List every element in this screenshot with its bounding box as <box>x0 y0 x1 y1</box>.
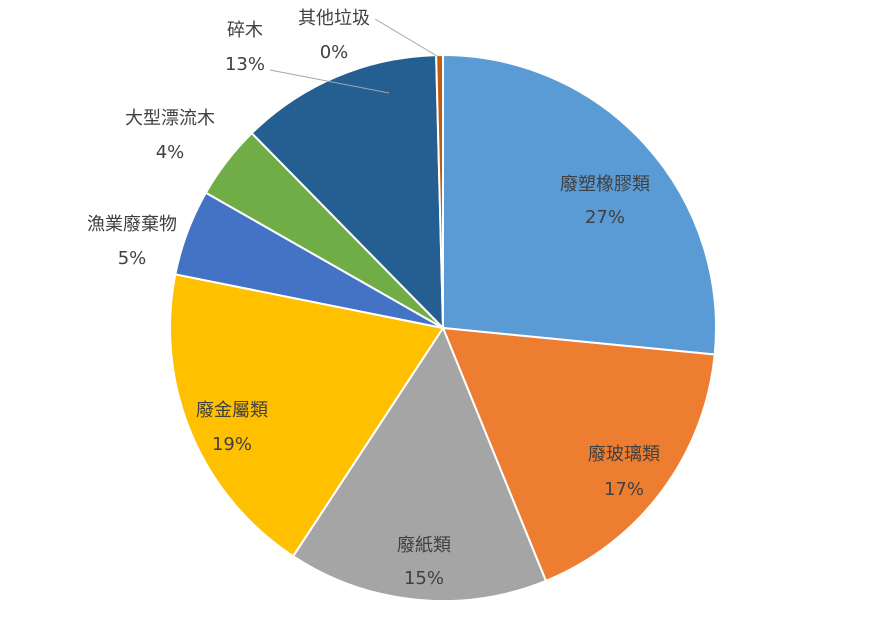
slice-percent-label-3: 15% <box>404 568 444 589</box>
slice-percent-label-6: 4% <box>156 142 185 163</box>
pie-slice-4 <box>169 273 445 558</box>
slice-percent-label-7: 13% <box>225 54 265 75</box>
pie-labels: 廢塑橡膠類 27% 廢玻璃類 17% 廢紙類 15% 廢金屬類 19% 漁業廢棄物 5% 大型漂流木… <box>87 8 660 589</box>
pie-slice-7 <box>250 54 445 331</box>
pie-slice-2 <box>441 326 716 583</box>
pie-slice-1 <box>442 53 718 356</box>
slice-category-label-4: 廢金屬類 <box>196 400 268 421</box>
slice-category-label-6: 大型漂流木 <box>125 108 215 129</box>
slice-percent-label-8: 0% <box>320 42 349 63</box>
slice-category-label-3: 廢紙類 <box>397 535 451 556</box>
leader-line-8 <box>374 18 438 57</box>
slice-percent-label-4: 19% <box>212 434 252 455</box>
slice-category-label-2: 廢玻璃類 <box>588 444 660 465</box>
slice-percent-label-2: 17% <box>604 479 644 500</box>
slice-category-label-8: 其他垃圾 <box>298 8 370 29</box>
slice-percent-label-5: 5% <box>118 248 147 269</box>
pie-slices <box>169 53 718 603</box>
pie-slice-3 <box>291 325 548 603</box>
slice-percent-label-1: 27% <box>585 207 625 228</box>
slice-category-label-1: 廢塑橡膠類 <box>560 174 650 195</box>
slice-category-label-5: 漁業廢棄物 <box>87 214 177 235</box>
slice-category-label-7: 碎木 <box>227 20 263 41</box>
leader-line-7 <box>269 69 390 94</box>
